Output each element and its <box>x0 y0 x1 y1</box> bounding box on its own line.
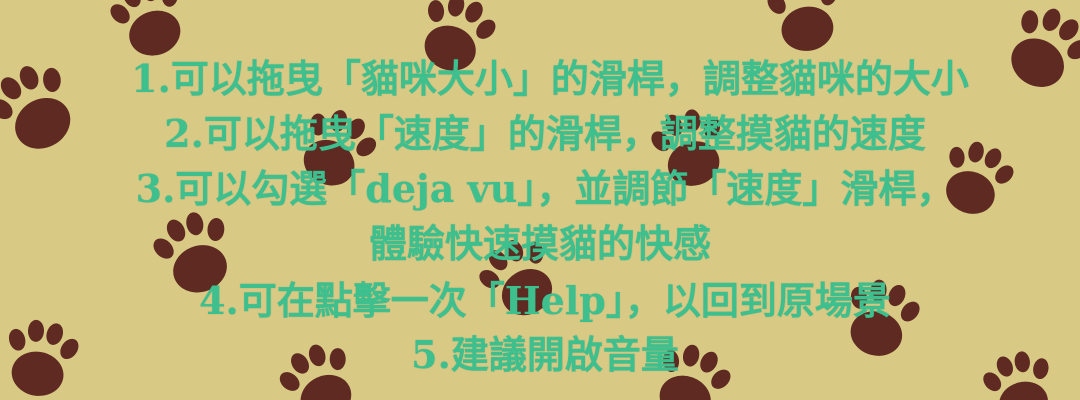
instruction-line-2: 2.可以拖曳「速度」的滑桿，調整摸貓的速度 <box>164 111 926 156</box>
instruction-line-3-continued: 體驗快速摸貓的快感 <box>368 221 711 266</box>
instruction-line-1: 1.可以拖曳「貓咪大小」的滑桿，調整貓咪的大小 <box>131 56 969 101</box>
instruction-line-5: 5.建議開啟音量 <box>411 332 679 377</box>
instruction-line-3: 3.可以勾選「deja vu」，並調節「速度」滑桿， <box>135 166 955 211</box>
instruction-line-4: 4.可在點擊一次「Help」，以回到原場景 <box>199 278 891 323</box>
